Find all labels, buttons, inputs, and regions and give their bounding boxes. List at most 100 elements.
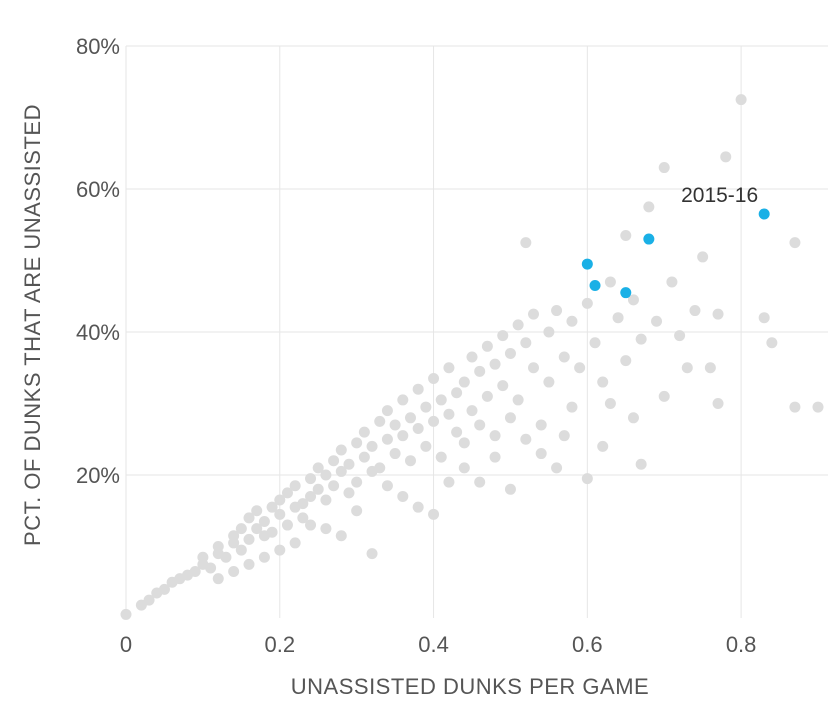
data-point [497,380,509,392]
data-point [328,480,340,492]
data-point [274,508,286,520]
data-point [235,544,247,556]
data-point [312,462,324,474]
data-point [228,566,240,578]
data-point [389,448,401,460]
data-point [397,430,409,442]
highlight-point [643,233,655,245]
data-point [712,398,724,409]
data-point [266,526,278,538]
data-point [220,551,232,563]
data-point [651,315,663,327]
data-point [474,365,486,377]
data-point [266,501,278,513]
data-point [543,376,555,388]
data-point [597,376,609,388]
data-point [558,430,570,442]
x-axis-ticks: 0 0.2 0.4 0.6 0.8 [120,632,757,657]
data-point [535,419,547,431]
data-point [789,401,801,413]
y-axis-ticks: 20% 40% 60% 80% [76,34,120,488]
data-point [712,308,724,320]
data-point [228,530,240,542]
data-point [404,412,416,424]
data-point [366,548,378,560]
data-point [289,537,301,549]
data-point [535,448,547,460]
data-point [381,433,393,445]
data-point [735,94,747,106]
data-point [466,405,478,417]
data-point [374,415,386,427]
data-point [381,405,393,417]
data-point [443,408,455,420]
data-point [235,523,247,535]
annotations: 2015-16 [681,184,758,207]
data-point [635,458,647,470]
data-point [381,480,393,492]
data-point [597,440,609,452]
data-point [551,305,563,317]
data-point [212,541,224,552]
y-tick-label: 60% [76,177,120,202]
highlight-point [758,208,770,220]
data-point [458,376,470,388]
data-point [466,351,478,363]
data-point [581,473,593,485]
data-point [520,433,532,445]
data-point [758,312,770,324]
data-point [474,419,486,431]
data-point [474,476,486,488]
data-point [789,237,801,249]
data-point [458,462,470,474]
data-point [558,351,570,363]
data-point [281,487,293,499]
data-point [612,312,624,324]
data-point [412,501,424,513]
data-point [581,297,593,309]
y-tick-label: 40% [76,320,120,345]
data-point [489,430,501,442]
data-point [404,455,416,467]
data-point [589,337,601,349]
data-point [604,276,616,288]
data-point [351,476,363,488]
data-point [328,455,340,467]
data-point [428,415,440,427]
data-point [297,512,309,524]
data-point [451,426,463,438]
data-point [320,494,332,506]
data-point [274,494,286,506]
data-point [766,337,778,349]
data-point [627,294,639,306]
data-point [420,440,432,452]
data-point [458,437,470,449]
data-point [243,533,255,545]
highlight-points [581,208,770,299]
data-point [451,387,463,399]
gridlines [125,45,828,618]
data-point [335,530,347,542]
data-point [812,401,824,413]
data-point [312,483,324,495]
data-point [189,566,201,578]
data-point [720,151,732,163]
data-point [566,315,578,327]
data-point [620,355,632,367]
data-point [397,490,409,502]
data-point [158,583,170,595]
data-point [528,362,540,374]
data-point [681,362,693,374]
data-point [305,490,317,502]
data-point [412,423,424,435]
highlight-point [589,280,601,292]
data-point [305,519,317,531]
data-point [281,519,293,531]
data-point [305,473,317,485]
data-point [412,383,424,395]
league-points [120,94,824,620]
data-point [374,462,386,474]
data-point [566,401,578,413]
data-point [620,229,632,241]
data-point [504,483,516,495]
